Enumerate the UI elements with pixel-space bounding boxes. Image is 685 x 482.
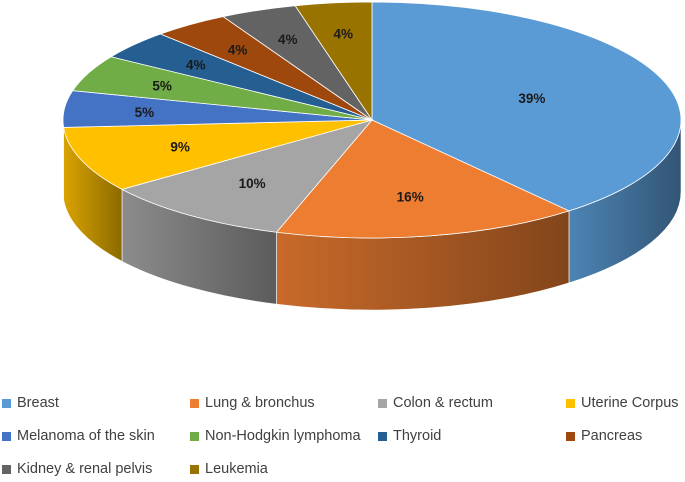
data-label-colon-and-rectum: 10% — [239, 176, 266, 191]
legend-label: Pancreas — [581, 428, 643, 444]
pie-tops — [62, 1, 682, 239]
pie-data-labels: 39% 16% 10% 9% 5% 5% 4% 4% 4% 4% — [135, 26, 546, 204]
legend-label: Lung & bronchus — [205, 395, 315, 411]
legend-label: Non-Hodgkin lymphoma — [205, 428, 361, 444]
legend-swatch — [2, 398, 11, 408]
data-label-leukemia: 4% — [334, 26, 354, 41]
pie-side-melanoma-of-the-skin — [62, 119, 64, 200]
legend-item-colon-and-rectum: Colon & rectum — [378, 392, 493, 414]
legend-item-melanoma-of-the-skin: Melanoma of the skin — [2, 425, 155, 447]
data-label-breast: 39% — [518, 91, 545, 106]
pie-slice-uterine-corpus — [63, 119, 373, 190]
data-label-uterine-corpus: 9% — [170, 139, 190, 154]
legend-item-thyroid: Thyroid — [378, 425, 441, 447]
legend-label: Breast — [17, 395, 59, 411]
data-label-pancreas: 4% — [228, 42, 248, 57]
legend-label: Thyroid — [393, 428, 442, 444]
data-label-melanoma-of-the-skin: 5% — [135, 105, 155, 120]
data-label-thyroid: 4% — [186, 57, 206, 72]
pie-slice-colon-and-rectum — [120, 119, 374, 233]
legend-label: Kidney & renal pelvis — [17, 461, 153, 477]
legend-item-non-hodgkin-lymphoma: Non-Hodgkin lymphoma — [190, 425, 361, 447]
pie-sides — [62, 119, 682, 311]
legend-label: Colon & rectum — [393, 395, 493, 411]
legend-item-leukemia: Leukemia — [190, 458, 268, 480]
legend-swatch — [378, 398, 387, 408]
data-label-lung-and-bronchus: 16% — [397, 190, 424, 205]
legend-swatch — [2, 464, 11, 474]
pie-slice-leukemia — [294, 1, 373, 122]
legend-item-pancreas: Pancreas — [566, 425, 642, 447]
legend-swatch — [378, 431, 387, 441]
legend-swatch — [190, 431, 199, 441]
legend-item-uterine-corpus: Uterine Corpus — [566, 392, 679, 414]
legend-swatch — [566, 398, 575, 408]
data-label-kidney-and-renal-pelvis: 4% — [278, 32, 298, 47]
legend-swatch — [2, 431, 11, 441]
legend-swatch — [566, 431, 575, 441]
data-label-non-hodgkin-lymphoma: 5% — [152, 78, 172, 93]
legend-swatch — [190, 464, 199, 474]
legend-label: Uterine Corpus — [581, 395, 679, 411]
pie-slice-breast — [371, 1, 682, 212]
pie-chart: 39% 16% 10% 9% 5% 5% 4% 4% 4% 4% — [62, 1, 682, 311]
legend-label: Melanoma of the skin — [17, 428, 155, 444]
pie-slice-lung-and-bronchus — [275, 119, 571, 239]
legend-item-kidney-and-renal-pelvis: Kidney & renal pelvis — [2, 458, 152, 480]
chart-legend: Breast Lung & bronchus Colon & rectum Uteri… — [0, 392, 685, 480]
legend-item-lung-and-bronchus: Lung & bronchus — [190, 392, 315, 414]
legend-item-breast: Breast — [2, 392, 59, 414]
legend-label: Leukemia — [205, 461, 268, 477]
legend-swatch — [190, 398, 199, 408]
